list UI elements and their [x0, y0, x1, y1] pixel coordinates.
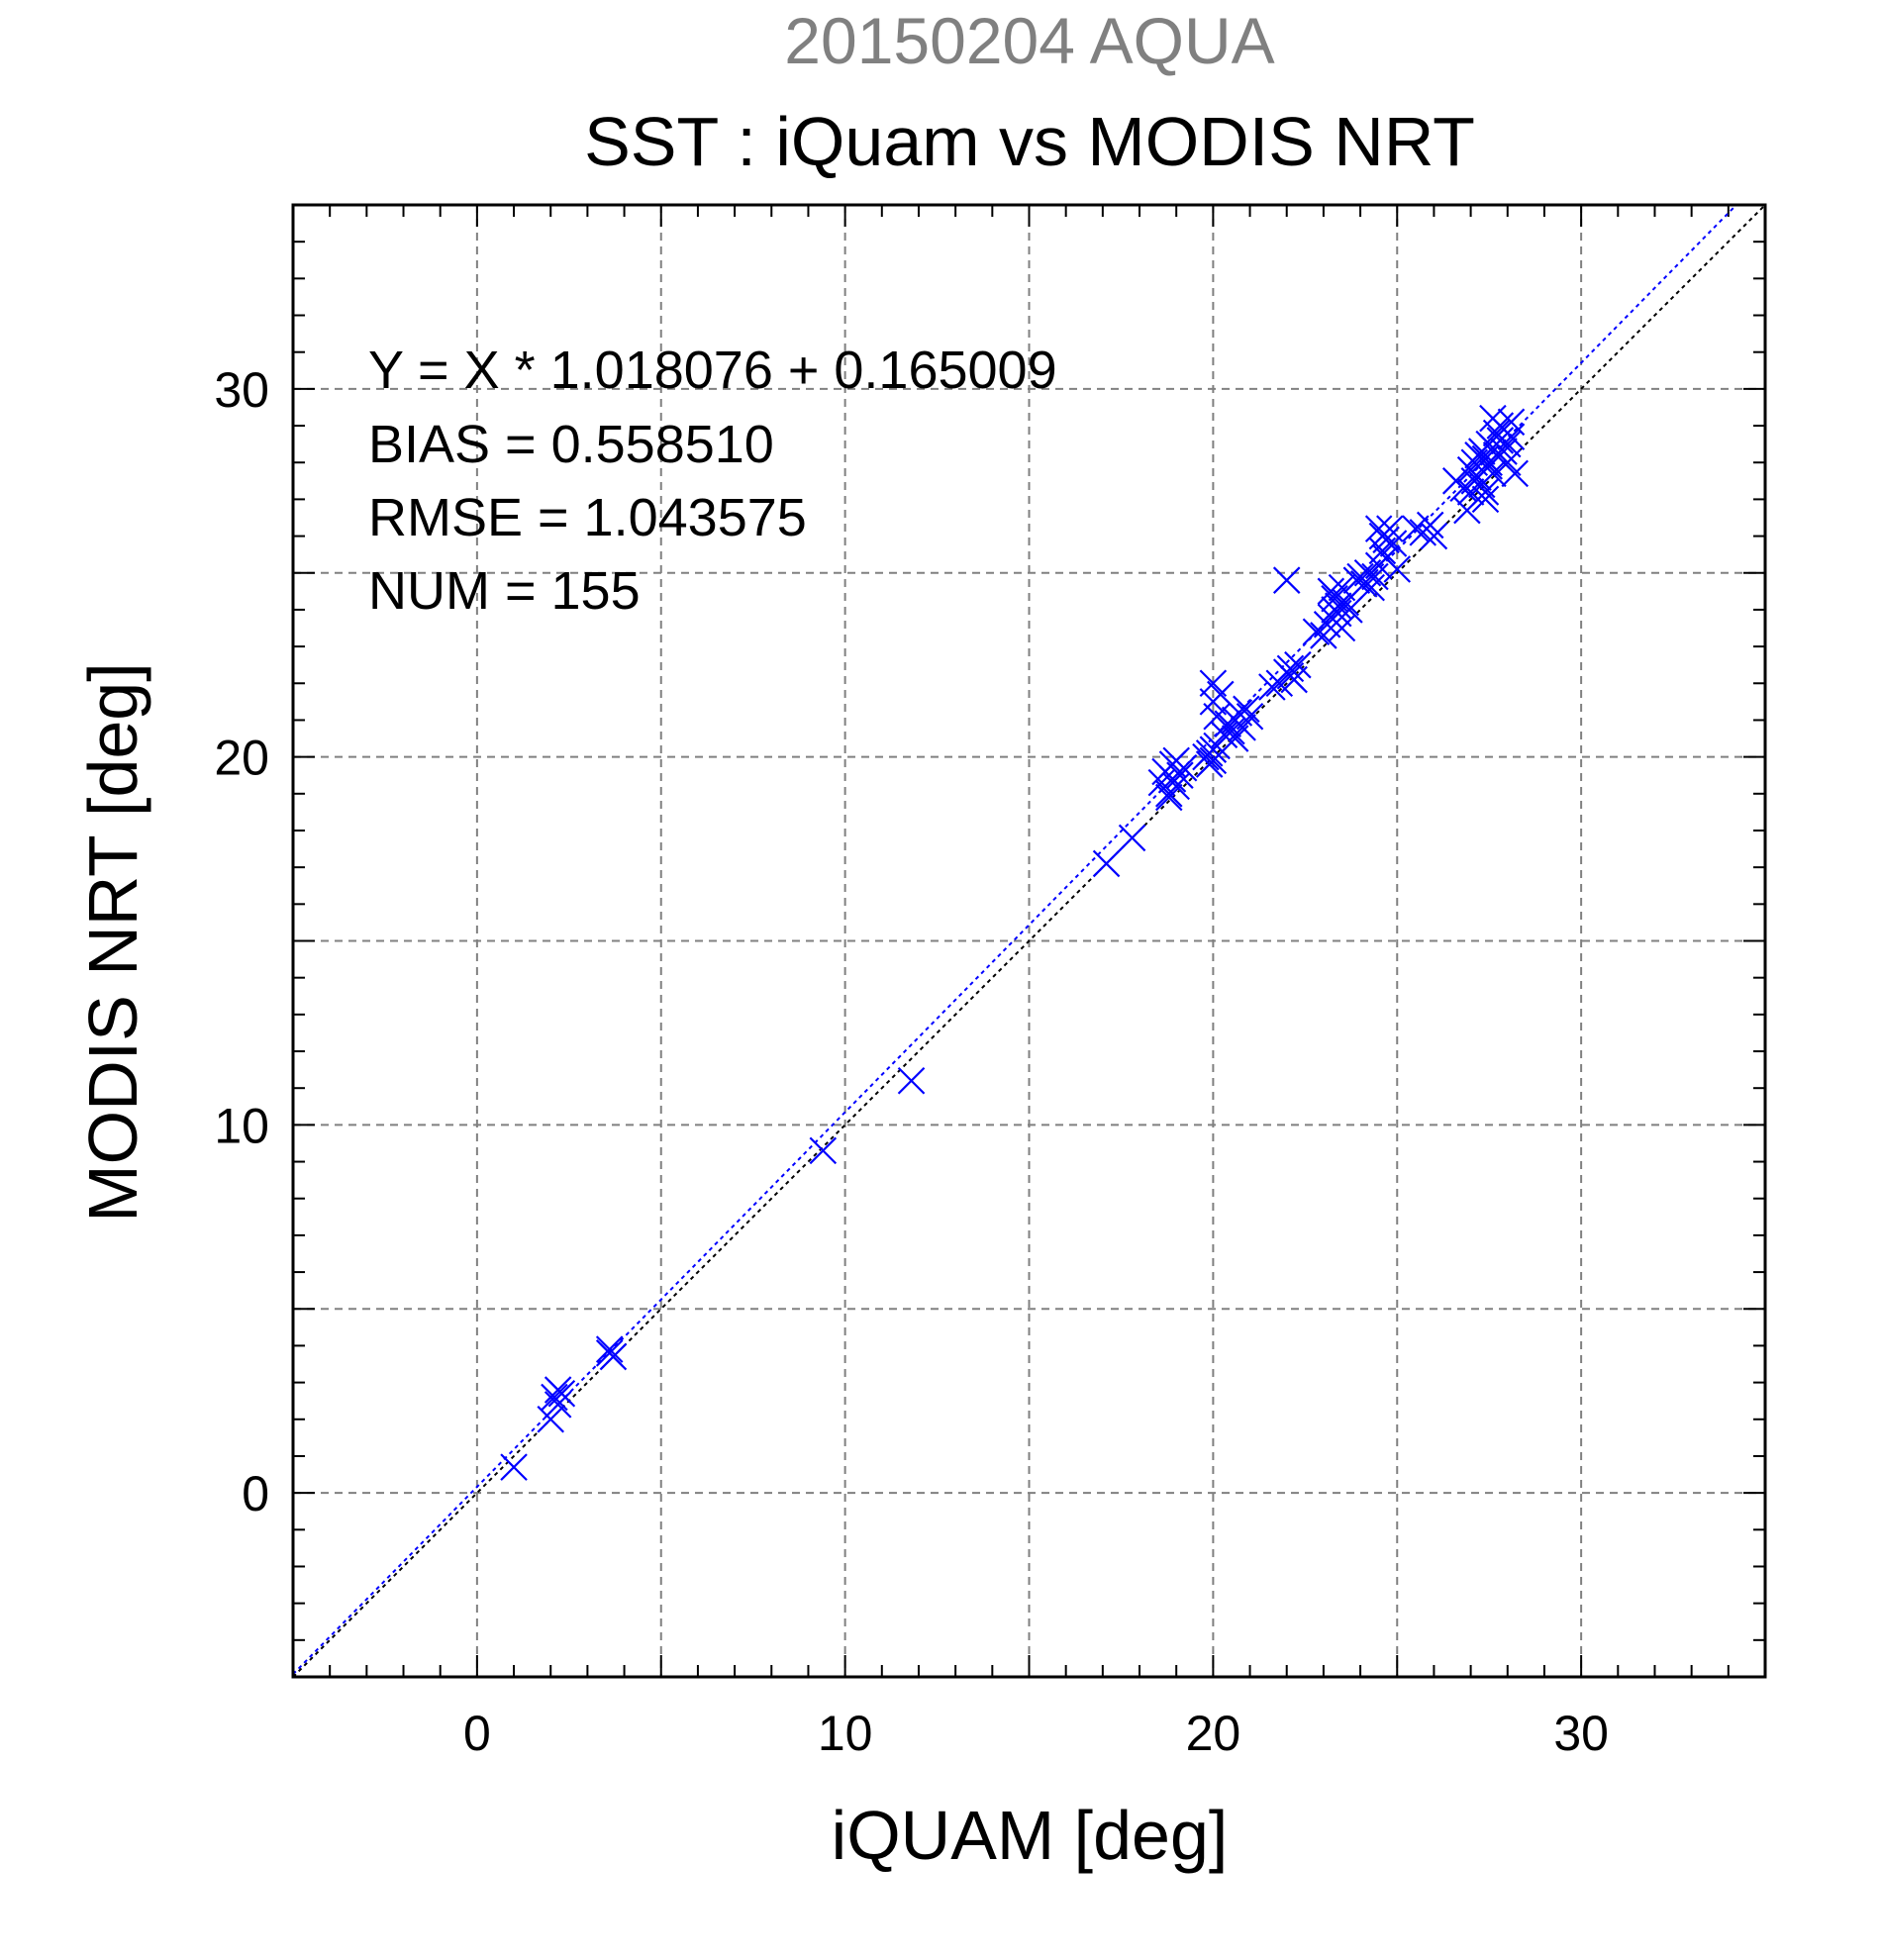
data-point — [595, 1335, 624, 1363]
num-value: NUM = 155 — [368, 561, 641, 621]
data-point — [1221, 725, 1249, 752]
tick-labels: 0 0 10 10 20 20 30 30 — [214, 362, 1609, 1761]
data-point — [537, 1406, 565, 1433]
data-point — [1154, 783, 1183, 812]
data-point — [500, 1453, 528, 1481]
y-tick-label: 20 — [214, 731, 269, 786]
data-point — [1501, 459, 1529, 488]
data-point — [599, 1342, 628, 1371]
x-tick-label: 30 — [1553, 1706, 1609, 1761]
data-point — [1475, 448, 1503, 477]
data-point — [1328, 614, 1356, 642]
x-axis-title: iQUAM [deg] — [832, 1797, 1229, 1874]
data-point — [1210, 721, 1238, 749]
data-point — [1169, 754, 1198, 782]
data-point — [1420, 522, 1448, 550]
fit-equation: Y = X * 1.018076 + 0.165009 — [368, 341, 1057, 400]
chart-title: SST : iQuam vs MODIS NRT — [584, 103, 1475, 180]
x-tick-label: 20 — [1186, 1706, 1241, 1761]
data-point — [541, 1383, 568, 1412]
data-point — [1276, 662, 1305, 690]
data-point — [1328, 573, 1356, 602]
data-point — [1272, 566, 1301, 594]
data-point — [1471, 485, 1500, 514]
data-point — [1324, 592, 1352, 620]
data-point — [1218, 717, 1245, 745]
y-axis-title: MODIS NRT [deg] — [74, 662, 151, 1222]
chart-supertitle: 20150204 AQUA — [784, 4, 1274, 77]
rmse-value: RMSE = 1.043575 — [368, 488, 807, 547]
data-point — [1357, 573, 1386, 602]
data-point — [1486, 427, 1515, 454]
data-point — [547, 1379, 576, 1408]
axis-ticks — [293, 205, 1765, 1677]
stats-annotation: Y = X * 1.018076 + 0.165009 BIAS = 0.558… — [368, 341, 1057, 621]
data-point — [1479, 404, 1507, 433]
data-point — [1118, 824, 1146, 852]
data-point — [544, 1391, 572, 1419]
plot-frame — [291, 203, 1767, 1679]
data-point — [1479, 459, 1507, 488]
data-point — [1336, 596, 1363, 624]
data-point — [1092, 849, 1121, 878]
data-point — [1166, 761, 1194, 789]
data-point — [1471, 478, 1500, 506]
data-point — [809, 1136, 838, 1165]
data-point — [1490, 438, 1518, 465]
data-point — [1276, 654, 1305, 683]
x-tick-label: 10 — [818, 1706, 873, 1761]
data-point — [1497, 408, 1526, 437]
data-point — [1361, 562, 1389, 591]
y-tick-label: 10 — [214, 1098, 269, 1153]
data-point — [1372, 544, 1400, 572]
data-point — [1310, 622, 1337, 649]
data-point — [897, 1066, 926, 1095]
bias-value: BIAS = 0.558510 — [368, 415, 774, 474]
data-points — [500, 404, 1529, 1481]
data-point — [1233, 695, 1260, 724]
y-tick-label: 0 — [242, 1466, 269, 1521]
y-tick-label: 30 — [214, 362, 269, 418]
fit-line — [293, 205, 1738, 1675]
x-tick-label: 0 — [463, 1706, 491, 1761]
data-point — [1195, 750, 1224, 778]
data-point — [1236, 702, 1264, 731]
data-point — [1416, 511, 1444, 539]
data-point — [1379, 530, 1408, 557]
